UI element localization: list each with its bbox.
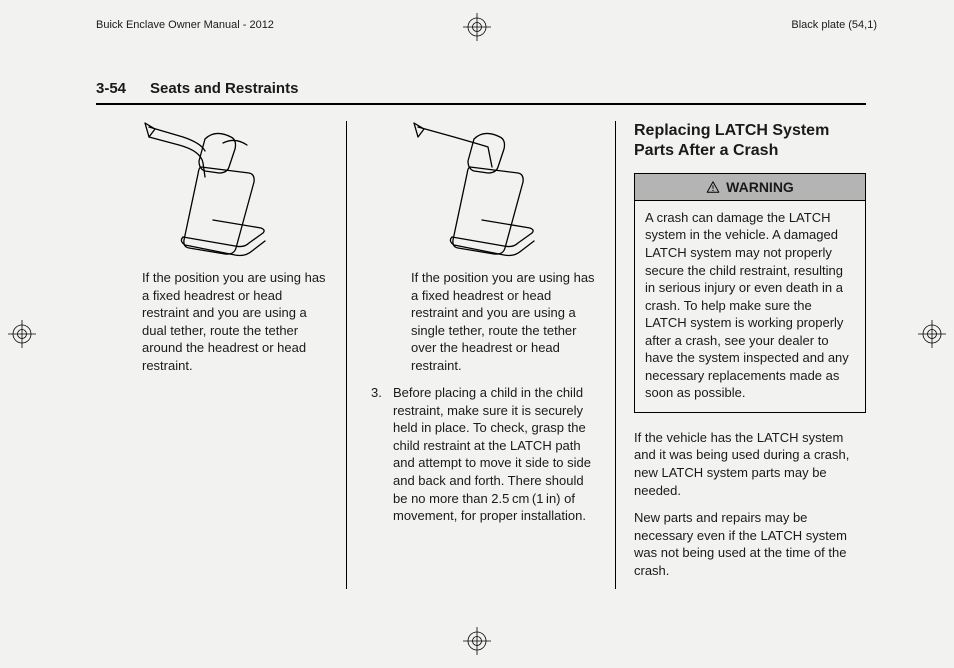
column-1: If the position you are using has a fixe… [96, 121, 346, 589]
warning-icon [706, 180, 720, 194]
dual-tether-caption: If the position you are using has a fixe… [142, 269, 328, 374]
column-3: Replacing LATCH System Parts After a Cra… [615, 121, 866, 589]
warning-label: WARNING [726, 178, 794, 197]
single-tether-caption: If the position you are using has a fixe… [411, 269, 597, 374]
warning-header: WARNING [635, 174, 865, 201]
seat-dual-tether-illustration [127, 121, 297, 261]
latch-para-2: New parts and repairs may be necessary e… [634, 509, 866, 579]
warning-box: WARNING A crash can damage the LATCH sys… [634, 173, 866, 413]
column-2: If the position you are using has a fixe… [346, 121, 615, 589]
page-header-bar: 3-54 Seats and Restraints [96, 80, 866, 105]
plate-info: Black plate (54,1) [791, 19, 877, 31]
registration-mark-right [918, 320, 946, 348]
warning-body: A crash can damage the LATCH system in t… [635, 201, 865, 412]
installation-steps: Before placing a child in the child rest… [365, 384, 597, 524]
latch-para-1: If the vehicle has the LATCH system and … [634, 429, 866, 499]
latch-replace-heading: Replacing LATCH System Parts After a Cra… [634, 121, 866, 161]
manual-title: Buick Enclave Owner Manual - 2012 [96, 19, 274, 31]
section-title: Seats and Restraints [150, 80, 298, 97]
page-number: 3-54 [96, 80, 126, 97]
registration-mark-bottom [463, 627, 491, 655]
running-header: Buick Enclave Owner Manual - 2012 Black … [96, 19, 877, 31]
registration-mark-left [8, 320, 36, 348]
seat-single-tether-illustration [396, 121, 566, 261]
step-3: Before placing a child in the child rest… [365, 384, 597, 524]
page-content: 3-54 Seats and Restraints [96, 80, 866, 589]
